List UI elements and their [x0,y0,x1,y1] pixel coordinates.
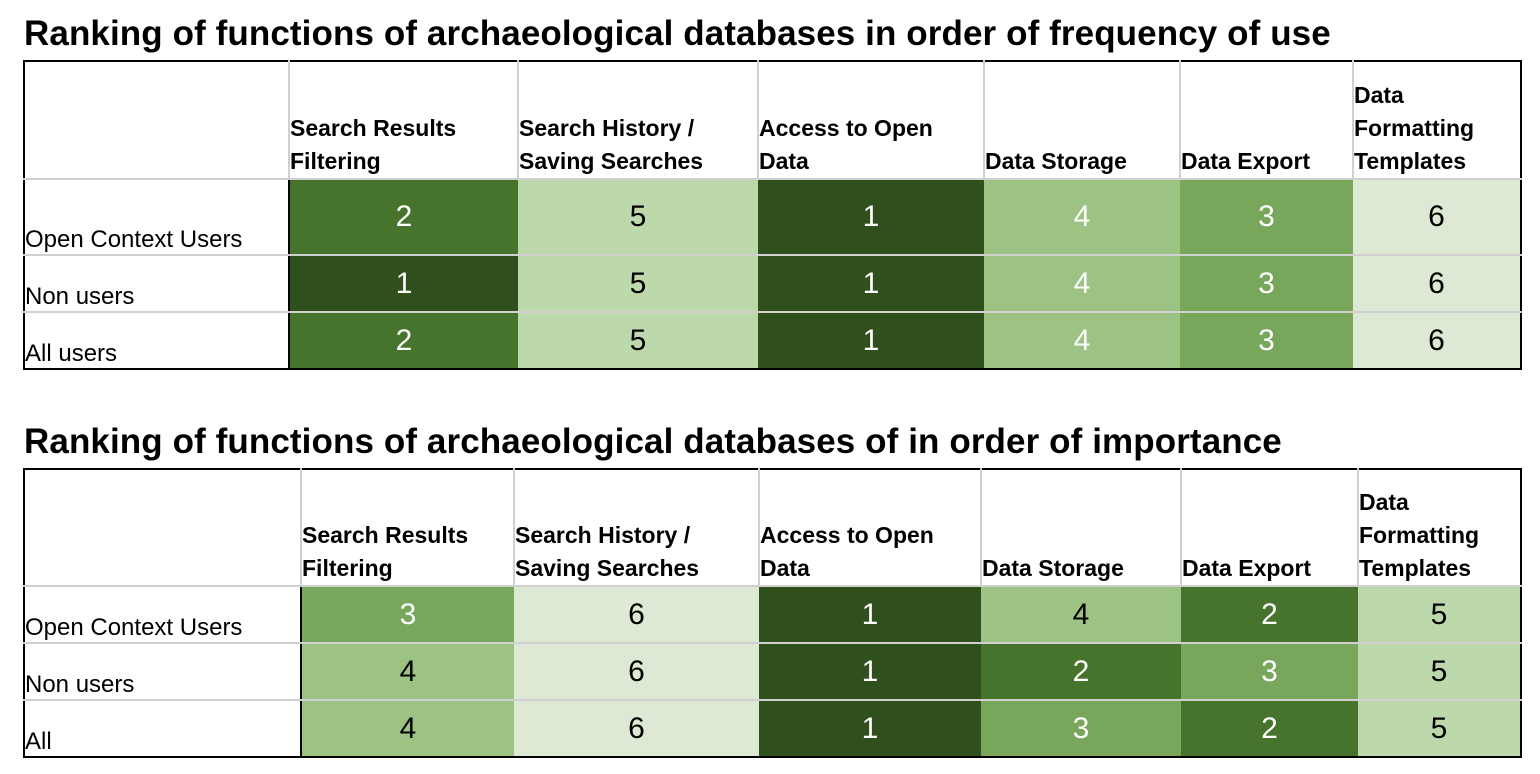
column-header: Data Export [1179,61,1354,180]
rank-cell: 4 [984,311,1180,369]
corner-cell [24,469,302,587]
rank-cell: 6 [514,699,759,757]
column-header: Data Formatting Templates [1352,61,1521,180]
rank-cell: 4 [981,586,1181,644]
rank-cell: 6 [1353,254,1521,313]
column-header: Data Storage [980,469,1182,587]
rank-cell: 2 [289,179,518,256]
rank-cell: 5 [518,311,758,369]
rank-cell: 6 [514,642,759,701]
rank-cell: 3 [981,699,1181,757]
rank-cell: 5 [518,179,758,256]
column-header: Data Storage [983,61,1181,180]
table-1-title: Ranking of functions of archaeological d… [24,14,1331,53]
table-row: Non users 4 6 1 2 3 5 [24,642,1521,701]
rank-cell: 4 [984,254,1180,313]
rank-cell: 1 [759,699,981,757]
importance-ranking-table: Search Results Filtering Search History … [23,468,1522,758]
rank-cell: 5 [518,254,758,313]
rank-cell: 2 [981,642,1181,701]
rank-cell: 2 [1181,699,1358,757]
corner-cell [24,61,290,180]
column-header: Search History / Saving Searches [517,61,759,180]
table-row: All 4 6 1 3 2 5 [24,699,1521,757]
rank-cell: 6 [514,586,759,644]
row-label: Non users [24,254,290,313]
rank-cell: 1 [758,254,984,313]
row-label: Open Context Users [24,586,302,644]
frequency-ranking-table: Search Results Filtering Search History … [23,60,1522,370]
rank-cell: 6 [1353,179,1521,256]
column-header: Access to Open Data [758,469,982,587]
column-header: Data Export [1180,469,1359,587]
column-header: Search Results Filtering [288,61,519,180]
row-label: Non users [24,642,302,701]
rank-cell: 5 [1358,586,1521,644]
rank-cell: 1 [758,179,984,256]
rank-cell: 1 [759,642,981,701]
rank-cell: 4 [984,179,1180,256]
rank-cell: 4 [301,642,514,701]
column-header: Search Results Filtering [300,469,515,587]
rank-cell: 1 [758,311,984,369]
column-header: Data Formatting Templates [1357,469,1521,587]
rank-cell: 3 [1180,254,1353,313]
table-2-title: Ranking of functions of archaeological d… [24,422,1282,461]
rank-cell: 5 [1358,699,1521,757]
row-label: All [24,699,302,757]
rank-cell: 1 [759,586,981,644]
rank-cell: 3 [301,586,514,644]
column-header: Access to Open Data [757,61,985,180]
rank-cell: 1 [289,254,518,313]
rank-cell: 2 [1181,586,1358,644]
rank-cell: 5 [1358,642,1521,701]
row-label: All users [24,311,290,369]
rank-cell: 3 [1180,179,1353,256]
table-row: Non users 1 5 1 4 3 6 [24,254,1521,313]
rank-cell: 6 [1353,311,1521,369]
rank-cell: 2 [289,311,518,369]
rank-cell: 3 [1180,311,1353,369]
rank-cell: 3 [1181,642,1358,701]
table-row: All users 2 5 1 4 3 6 [24,311,1521,369]
rank-cell: 4 [301,699,514,757]
row-label: Open Context Users [24,179,290,256]
column-header: Search History / Saving Searches [513,469,760,587]
table-row: Open Context Users 2 5 1 4 3 6 [24,179,1521,256]
table-row: Open Context Users 3 6 1 4 2 5 [24,586,1521,644]
